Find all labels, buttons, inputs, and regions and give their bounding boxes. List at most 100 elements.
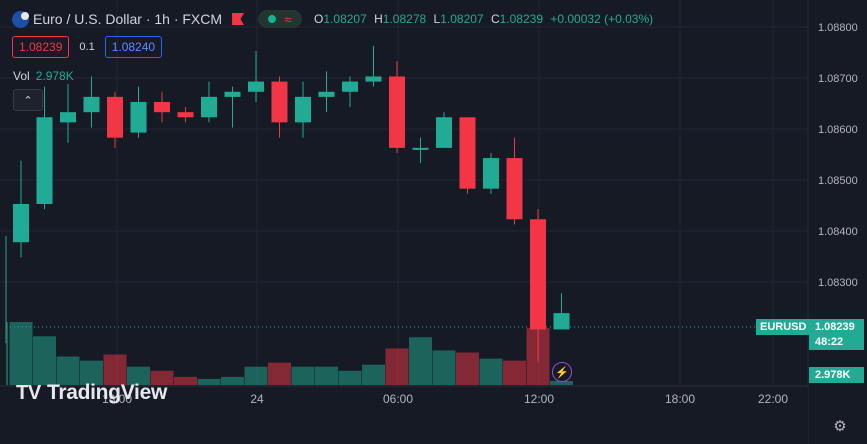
candle <box>530 209 546 363</box>
countdown-tag: 48:22 <box>809 334 864 350</box>
volume-bar <box>33 336 56 385</box>
price-axis-ticks: 1.08800 1.08700 1.08600 1.08500 1.08400 1.083… <box>818 22 858 289</box>
candle <box>389 61 405 153</box>
volume-bar <box>56 356 80 385</box>
symbol-title[interactable]: Euro / U.S. Dollar · 1h · FXCM <box>33 11 223 27</box>
volume-bar <box>80 360 103 385</box>
candle <box>295 81 311 138</box>
candle-body <box>365 76 382 82</box>
volume-bar <box>362 364 385 385</box>
candle-body <box>553 313 570 330</box>
candle-body <box>506 158 523 220</box>
chart-legend: Euro / U.S. Dollar · 1h · FXCM ≈ O1.0820… <box>12 10 657 28</box>
candle <box>271 76 288 138</box>
candle-body <box>13 203 29 243</box>
sell-button[interactable]: 1.08239 <box>12 36 70 58</box>
buy-button[interactable]: 1.08240 <box>104 36 163 58</box>
candle <box>342 76 358 108</box>
market-status-pill[interactable]: ≈ <box>258 10 303 28</box>
candle <box>506 137 523 225</box>
quote-row: 1.08239 0.1 1.08240 <box>12 36 163 58</box>
time-tick-label: 22:00 <box>758 392 788 406</box>
time-tick-label: 12:00 <box>524 392 554 406</box>
collapse-legend-button[interactable]: ⌃ <box>13 89 43 111</box>
tradingview-watermark: TV TradingView <box>16 381 167 405</box>
gear-icon[interactable]: ⚙ <box>833 418 847 435</box>
candle-body <box>248 81 264 92</box>
volume-bar <box>197 378 221 385</box>
spread-value: 0.1 <box>79 41 95 53</box>
candle-body <box>483 158 499 189</box>
candle <box>412 137 429 164</box>
volume-bar <box>550 380 573 385</box>
volume-bar <box>6 322 8 385</box>
candle-body <box>60 112 76 123</box>
open-value: 1.08207 <box>323 12 367 26</box>
volume-bar <box>315 366 338 385</box>
eurusd-flag-icon <box>12 10 29 28</box>
price-tick-label: 1.08700 <box>818 73 858 85</box>
price-tick-label: 1.08300 <box>818 277 858 289</box>
candle-body <box>107 96 123 138</box>
price-tick-label: 1.08800 <box>818 22 858 34</box>
time-tick-label: 06:00 <box>383 392 413 406</box>
candle <box>177 107 194 123</box>
wave-icon: ≈ <box>284 11 292 27</box>
volume-bars <box>6 322 573 385</box>
candle <box>436 112 452 148</box>
volume-bar <box>432 350 456 385</box>
tradingview-logo-icon: TV <box>16 381 41 404</box>
volume-legend: Vol 2.978K <box>13 69 74 83</box>
candle-body <box>530 219 546 330</box>
candle <box>553 293 570 330</box>
candle-body <box>318 91 335 97</box>
lightning-icon[interactable]: ⚡ <box>552 362 572 382</box>
candle-body <box>436 117 452 148</box>
candle <box>248 50 264 102</box>
candle-body <box>459 117 476 189</box>
time-tick-label: 24 <box>250 392 264 406</box>
volume-bar <box>503 360 526 385</box>
volume-bar <box>291 366 315 385</box>
candle <box>83 76 100 128</box>
change-value: +0.00032 (+0.03%) <box>550 12 654 26</box>
time-axis-bg <box>0 386 808 444</box>
candle <box>483 152 499 194</box>
candle-body <box>154 101 170 113</box>
volume-bar <box>103 354 127 385</box>
volume-bar <box>244 366 268 385</box>
close-key: C <box>490 12 500 26</box>
time-tick-label: 18:00 <box>665 392 695 406</box>
price-tick-label: 1.08500 <box>818 175 858 187</box>
ohlc-values: O1.08207 H1.08278 L1.08207 C1.08239 +0.0… <box>314 12 657 26</box>
candle <box>154 91 170 123</box>
volume-bar <box>456 352 479 385</box>
high-key: H <box>374 12 383 26</box>
volume-bar <box>221 376 244 385</box>
candle <box>224 86 241 128</box>
volume-bar <box>268 362 291 385</box>
candle <box>60 84 76 143</box>
volume-bar <box>338 370 362 385</box>
volume-label: Vol <box>13 69 30 83</box>
candle <box>459 117 476 194</box>
candle-body <box>412 147 429 150</box>
candle-body <box>83 96 100 113</box>
high-value: 1.08278 <box>382 12 427 26</box>
time-tick-label: 18:00 <box>102 392 132 406</box>
volume-bar <box>174 376 197 385</box>
watermark-text: TradingView <box>46 381 167 404</box>
candle-body <box>342 81 358 92</box>
volume-bar <box>479 358 503 385</box>
volume-bar <box>385 348 409 385</box>
candle-body <box>36 117 53 204</box>
current-price-tag: 1.08239 <box>809 319 864 335</box>
candlestick-series <box>5 45 570 363</box>
volume-bar <box>127 366 150 385</box>
candle-body <box>224 91 241 97</box>
volume-bar <box>150 370 174 385</box>
candle <box>13 160 29 258</box>
volume-bar <box>9 322 33 385</box>
open-key: O <box>314 12 324 26</box>
